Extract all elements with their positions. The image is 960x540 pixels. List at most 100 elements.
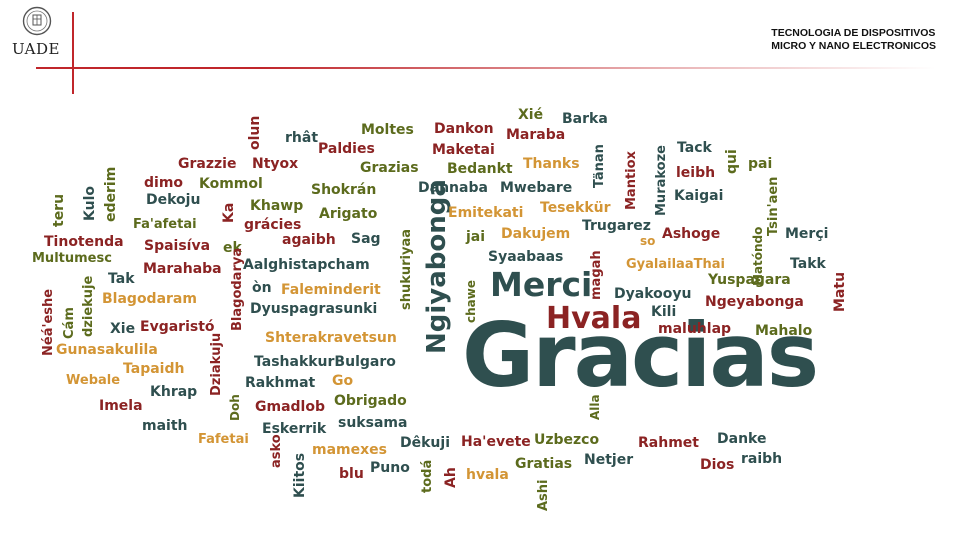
word-cloud-word: TashakkurBulgaro [254,354,396,370]
word-cloud-word: Spaisíva [144,238,211,254]
word-cloud-word: chawe [464,280,478,323]
word-cloud-word: Tsin'aen [766,176,781,236]
word-cloud-word: Webale [66,373,121,388]
word-cloud-word: Rakhmat [245,375,316,391]
word-cloud-word: olun [247,115,263,150]
word-cloud-word: Tänan [592,144,607,188]
word-cloud-word: blu [339,466,364,482]
word-cloud-word: Matu [832,271,848,312]
word-cloud-word: Moltes [361,122,414,138]
word-cloud-word: Evgaristó [140,319,215,335]
word-cloud-word: Dannaba [418,180,488,196]
word-cloud-word: grácies [244,217,302,233]
word-cloud-word: Shterakravetsun [265,330,397,346]
word-cloud-word: Tak [108,271,135,287]
word-cloud-word: Sag [351,231,381,247]
word-cloud-word: Dekoju [146,192,201,208]
word-cloud-word: raibh [741,451,783,467]
word-cloud-word: Uzbezco [534,432,600,448]
word-cloud-word: Grazias [360,160,419,176]
word-cloud-word: Gmadlob [255,399,325,415]
word-cloud-word: Tack [677,140,712,156]
word-cloud-word: Takk [790,256,826,272]
word-cloud-word: Khawp [250,198,304,214]
word-cloud-word: Emitekati [448,205,524,221]
word-cloud-word: Marahaba [143,261,222,277]
word-cloud-word: Ntyox [252,156,299,172]
word-cloud-word: Kommol [199,176,263,192]
word-cloud-word: qui [724,149,740,174]
word-cloud-word: Trugarez [582,218,651,234]
word-cloud-word: Aalghistapcham [243,257,370,273]
word-cloud-word: Doh [228,394,242,421]
word-cloud-word: Ngiyabonga [422,179,452,354]
word-cloud-word: Faleminderit [281,282,381,298]
word-cloud-word: Gunasakulila [56,342,158,358]
word-cloud-word: Dêkuji [400,435,450,451]
word-cloud-word: Kulo [82,186,98,221]
word-cloud-word: Xie [110,321,136,337]
word-cloud-word: Danke [717,431,767,447]
word-cloud-word: Imela [99,398,143,414]
word-cloud-word: dimo [144,175,184,191]
word-cloud-word: hvala [466,467,509,483]
word-cloud-word: asko [269,434,284,468]
header-vertical-divider [72,12,74,94]
word-cloud-word: Hvala [546,301,642,336]
word-cloud-word: Tesekkür [540,200,611,216]
word-cloud-word: Xié [518,107,544,123]
word-cloud-word: Mantiox [624,151,639,210]
word-cloud-word: Néá'eshe [41,288,56,356]
word-cloud-word: maluhlap [658,321,732,337]
word-cloud-word: Ka [221,202,237,223]
word-cloud-word: todá [420,459,435,493]
word-cloud-word: ederim [103,166,119,222]
word-cloud-word: Ngeyabonga [705,294,804,310]
word-cloud-word: Dyakooyu [614,286,692,302]
word-cloud-word: Eskerrik [262,421,327,437]
word-cloud-word: Fafetai [198,432,249,447]
word-cloud-word: Tapaidh [123,361,185,377]
word-cloud-word: Dyuspagrasunki [250,301,378,317]
word-cloud-word: Dios [700,457,735,473]
word-cloud-word: Gratias [515,456,573,472]
course-title: TECNOLOGIA DE DISPOSITIVOS MICRO Y NANO … [771,27,936,53]
word-cloud-word: Dakujem [501,226,571,242]
word-cloud-word: Puno [370,460,410,476]
word-cloud-word: Merçi [785,226,829,242]
word-cloud-word: leibh [676,165,716,181]
word-cloud-word: Murakoze [654,145,669,216]
word-cloud-word: Syaabaas [488,249,564,265]
word-cloud-word: òn [252,280,272,296]
word-cloud-word: mamexes [312,442,387,458]
word-cloud-word: GyalailaaThai [626,257,725,272]
word-cloud-word: Maraba [506,127,566,143]
word-cloud-word: Obrigado [334,393,407,409]
word-cloud-word: Rahmet [638,435,699,451]
word-cloud-word: Gracias [462,304,819,407]
word-cloud-word: Ah [443,467,459,488]
uade-logo: UADE [4,6,68,58]
word-cloud-word: shukuriyaa [399,228,414,310]
word-cloud-word: Yuspagara [708,272,791,288]
word-cloud-word: ek [223,240,242,256]
word-cloud-word: Grazzie [178,156,237,172]
word-cloud-word: Arigato [319,206,378,222]
word-cloud-word: dziekuje [81,275,96,337]
word-cloud-word: suksama [338,415,408,431]
word-cloud-word: Dankon [434,121,494,137]
word-cloud-word: Go [332,373,354,389]
word-cloud-word: pai [748,156,773,172]
word-cloud-word: Thanks [523,156,580,172]
word-cloud-word: Blagodarya [230,247,245,331]
course-title-line-1: TECNOLOGIA DE DISPOSITIVOS [771,27,936,39]
word-cloud-word: Kiitos [292,452,308,498]
word-cloud-word: Barka [562,111,608,127]
word-cloud-word: Merci [490,265,593,304]
word-cloud-word: magah [589,250,604,300]
word-cloud-word: Tinotenda [44,234,124,250]
word-cloud-word: Paldies [318,141,375,157]
word-cloud-word: Kaigai [674,188,724,204]
word-cloud-word: so [640,234,656,248]
